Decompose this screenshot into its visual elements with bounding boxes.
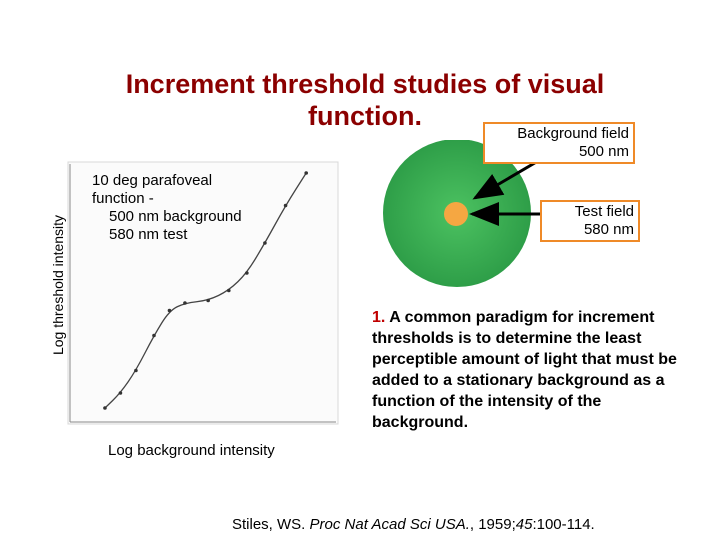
citation-volume: 45 — [515, 516, 533, 533]
citation-author: Stiles, WS. — [232, 516, 306, 533]
data-point-12 — [304, 171, 308, 175]
slide-title: Increment threshold studies of visual fu… — [125, 69, 605, 131]
citation: Stiles, WS. Proc Nat Acad Sci USA., 1959… — [232, 516, 595, 533]
test-field-circle — [444, 202, 468, 226]
plot-caption-line-3: 500 nm background — [109, 208, 242, 225]
data-point-5 — [167, 308, 172, 313]
data-point-4 — [152, 333, 156, 338]
citation-year: , 1959; — [469, 516, 516, 533]
test-field-label-line-2: 580 nm — [583, 221, 634, 238]
increment-threshold-plot — [67, 161, 339, 425]
test-field-label: Test field 580 nm — [540, 200, 640, 242]
stimulus-diagram — [383, 140, 551, 287]
description-number: 1. — [372, 309, 386, 326]
plot-caption-line-1: 10 deg parafoveal — [92, 172, 213, 189]
threshold-curve — [104, 172, 307, 409]
data-point-6 — [183, 301, 187, 305]
data-points — [103, 171, 308, 410]
citation-journal: Proc Nat Acad Sci USA. — [309, 516, 470, 533]
paradigm-description: 1. A common paradigm for increment thres… — [372, 307, 692, 433]
plot-caption-line-4: 580 nm test — [109, 226, 188, 243]
plot-caption: 10 deg parafoveal function - 500 nm back… — [92, 172, 292, 244]
plot-caption-line-2: function - — [92, 190, 154, 207]
test-field-label-line-1: Test field — [574, 203, 634, 220]
data-point-10 — [263, 241, 267, 245]
data-point-7 — [206, 298, 210, 303]
description-text: A common paradigm for increment threshol… — [372, 309, 677, 431]
x-axis-label: Log background intensity — [108, 442, 275, 459]
data-point-9 — [245, 271, 249, 275]
background-field-label-line-1: Background field — [517, 125, 629, 142]
citation-pages: :100-114. — [532, 516, 595, 533]
data-point-1 — [103, 406, 107, 410]
background-field-label-line-2: 500 nm — [578, 143, 629, 160]
data-point-8 — [227, 288, 231, 293]
data-point-11 — [283, 203, 288, 208]
data-point-2 — [118, 391, 123, 395]
background-field-label: Background field 500 nm — [483, 122, 635, 164]
plot-frame — [67, 161, 339, 425]
data-point-3 — [134, 368, 138, 373]
